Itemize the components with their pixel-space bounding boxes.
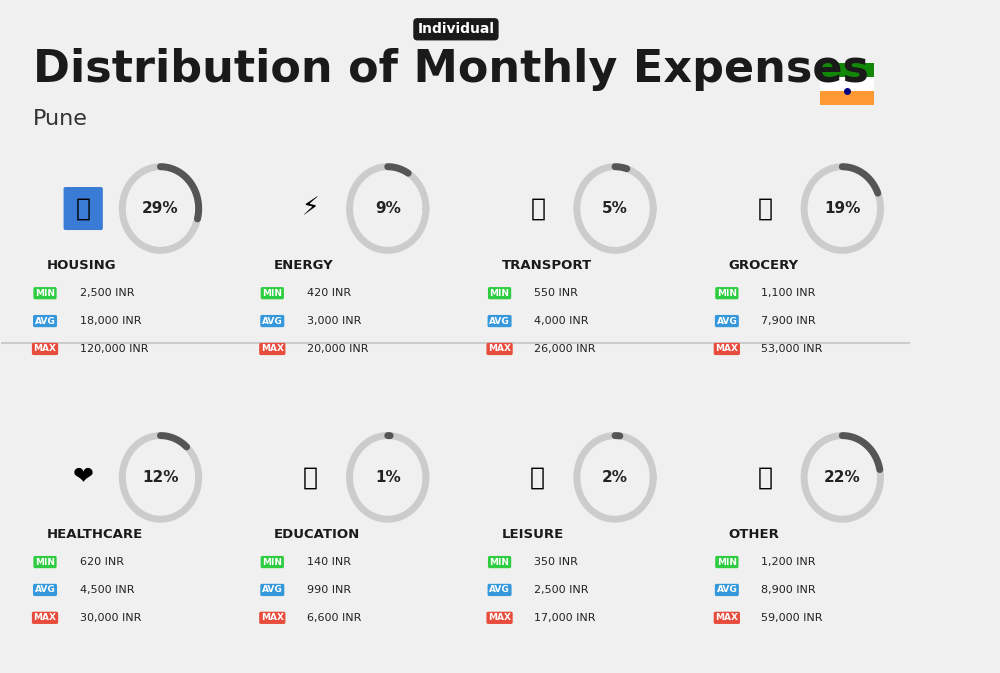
Text: 6,600 INR: 6,600 INR <box>307 613 361 623</box>
Text: MAX: MAX <box>34 345 57 353</box>
Text: AVG: AVG <box>489 586 510 594</box>
Text: 7,900 INR: 7,900 INR <box>761 316 816 326</box>
Text: AVG: AVG <box>716 586 737 594</box>
Text: 350 INR: 350 INR <box>534 557 578 567</box>
Text: MAX: MAX <box>488 613 511 623</box>
Text: 5%: 5% <box>602 201 628 216</box>
Text: 18,000 INR: 18,000 INR <box>80 316 141 326</box>
Text: 26,000 INR: 26,000 INR <box>534 344 596 354</box>
Text: 🚌: 🚌 <box>530 197 545 221</box>
Text: 620 INR: 620 INR <box>80 557 124 567</box>
Text: Distribution of Monthly Expenses: Distribution of Monthly Expenses <box>33 48 869 91</box>
Text: MIN: MIN <box>490 557 510 567</box>
Text: 3,000 INR: 3,000 INR <box>307 316 361 326</box>
Text: MIN: MIN <box>35 557 55 567</box>
Text: 12%: 12% <box>142 470 179 485</box>
Text: Individual: Individual <box>417 22 494 36</box>
Text: MIN: MIN <box>717 289 737 297</box>
Text: MAX: MAX <box>34 613 57 623</box>
Text: ❤️: ❤️ <box>73 466 94 489</box>
Text: TRANSPORT: TRANSPORT <box>501 259 592 272</box>
Text: 59,000 INR: 59,000 INR <box>761 613 823 623</box>
Text: 120,000 INR: 120,000 INR <box>80 344 148 354</box>
Text: AVG: AVG <box>262 316 283 326</box>
Text: 4,500 INR: 4,500 INR <box>80 585 134 595</box>
Text: 9%: 9% <box>375 201 401 216</box>
Text: 17,000 INR: 17,000 INR <box>534 613 596 623</box>
Text: MAX: MAX <box>715 345 738 353</box>
Text: 2,500 INR: 2,500 INR <box>534 585 589 595</box>
Text: 140 INR: 140 INR <box>307 557 351 567</box>
Text: Pune: Pune <box>33 109 88 129</box>
Text: MIN: MIN <box>490 289 510 297</box>
Text: 420 INR: 420 INR <box>307 288 351 298</box>
Text: MAX: MAX <box>261 345 284 353</box>
Text: 2,500 INR: 2,500 INR <box>80 288 134 298</box>
Text: MAX: MAX <box>261 613 284 623</box>
Text: 30,000 INR: 30,000 INR <box>80 613 141 623</box>
Text: 20,000 INR: 20,000 INR <box>307 344 368 354</box>
Text: AVG: AVG <box>35 586 55 594</box>
Text: AVG: AVG <box>716 316 737 326</box>
Text: GROCERY: GROCERY <box>729 259 799 272</box>
Text: 22%: 22% <box>824 470 861 485</box>
Text: 👛: 👛 <box>758 466 773 489</box>
Text: 19%: 19% <box>824 201 860 216</box>
Text: 53,000 INR: 53,000 INR <box>761 344 823 354</box>
Text: 1%: 1% <box>375 470 401 485</box>
Text: MAX: MAX <box>715 613 738 623</box>
Text: 🛍️: 🛍️ <box>530 466 545 489</box>
Text: AVG: AVG <box>35 316 55 326</box>
Text: MIN: MIN <box>35 289 55 297</box>
Text: ⚡: ⚡ <box>302 197 319 221</box>
Text: OTHER: OTHER <box>729 528 780 540</box>
Text: 8,900 INR: 8,900 INR <box>761 585 816 595</box>
Text: 29%: 29% <box>142 201 179 216</box>
Text: 2%: 2% <box>602 470 628 485</box>
Text: 1,200 INR: 1,200 INR <box>761 557 816 567</box>
Text: EDUCATION: EDUCATION <box>274 528 360 540</box>
Text: MIN: MIN <box>262 289 282 297</box>
Text: ENERGY: ENERGY <box>274 259 334 272</box>
Text: HOUSING: HOUSING <box>47 259 116 272</box>
Text: LEISURE: LEISURE <box>501 528 564 540</box>
Text: AVG: AVG <box>489 316 510 326</box>
Text: 1,100 INR: 1,100 INR <box>761 288 816 298</box>
Text: 550 INR: 550 INR <box>534 288 578 298</box>
Text: 🏢: 🏢 <box>76 197 91 221</box>
Text: HEALTHCARE: HEALTHCARE <box>47 528 143 540</box>
Text: 🎓: 🎓 <box>303 466 318 489</box>
Text: 4,000 INR: 4,000 INR <box>534 316 589 326</box>
Text: 🛒: 🛒 <box>758 197 773 221</box>
Text: 990 INR: 990 INR <box>307 585 351 595</box>
FancyBboxPatch shape <box>820 63 874 77</box>
Text: MIN: MIN <box>717 557 737 567</box>
Text: MAX: MAX <box>488 345 511 353</box>
FancyBboxPatch shape <box>64 187 103 230</box>
FancyBboxPatch shape <box>820 77 874 91</box>
FancyBboxPatch shape <box>820 91 874 105</box>
Text: MIN: MIN <box>262 557 282 567</box>
Text: AVG: AVG <box>262 586 283 594</box>
